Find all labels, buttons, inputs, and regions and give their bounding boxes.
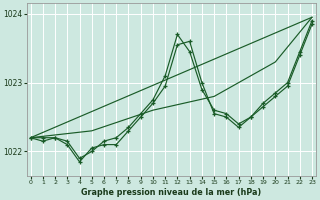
- X-axis label: Graphe pression niveau de la mer (hPa): Graphe pression niveau de la mer (hPa): [81, 188, 261, 197]
